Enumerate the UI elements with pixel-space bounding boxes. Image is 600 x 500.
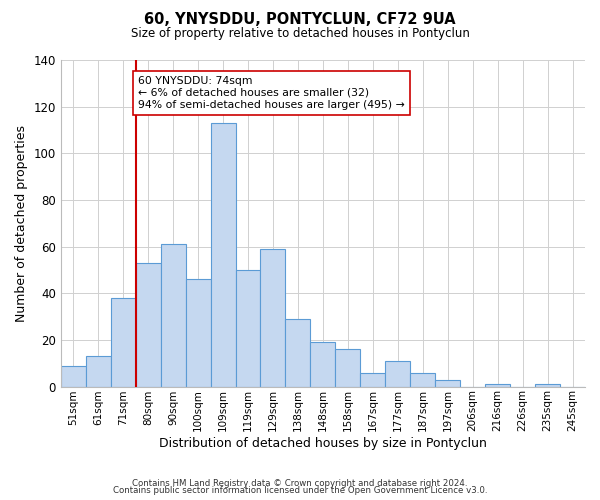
Bar	[335, 349, 361, 387]
Bar	[286, 319, 310, 386]
Bar	[161, 244, 185, 386]
Bar	[185, 279, 211, 386]
Text: 60, YNYSDDU, PONTYCLUN, CF72 9UA: 60, YNYSDDU, PONTYCLUN, CF72 9UA	[144, 12, 456, 28]
Bar	[435, 380, 460, 386]
Text: 60 YNYSDDU: 74sqm
← 6% of detached houses are smaller (32)
94% of semi-detached : 60 YNYSDDU: 74sqm ← 6% of detached house…	[138, 76, 405, 110]
Bar	[136, 263, 161, 386]
Bar	[385, 361, 410, 386]
Text: Contains HM Land Registry data © Crown copyright and database right 2024.: Contains HM Land Registry data © Crown c…	[132, 478, 468, 488]
Bar	[211, 123, 236, 386]
X-axis label: Distribution of detached houses by size in Pontyclun: Distribution of detached houses by size …	[159, 437, 487, 450]
Bar	[361, 372, 385, 386]
Bar	[535, 384, 560, 386]
Bar	[86, 356, 111, 386]
Text: Size of property relative to detached houses in Pontyclun: Size of property relative to detached ho…	[131, 28, 469, 40]
Bar	[260, 249, 286, 386]
Bar	[111, 298, 136, 386]
Bar	[61, 366, 86, 386]
Bar	[236, 270, 260, 386]
Y-axis label: Number of detached properties: Number of detached properties	[15, 125, 28, 322]
Text: Contains public sector information licensed under the Open Government Licence v3: Contains public sector information licen…	[113, 486, 487, 495]
Bar	[310, 342, 335, 386]
Bar	[485, 384, 510, 386]
Bar	[410, 372, 435, 386]
